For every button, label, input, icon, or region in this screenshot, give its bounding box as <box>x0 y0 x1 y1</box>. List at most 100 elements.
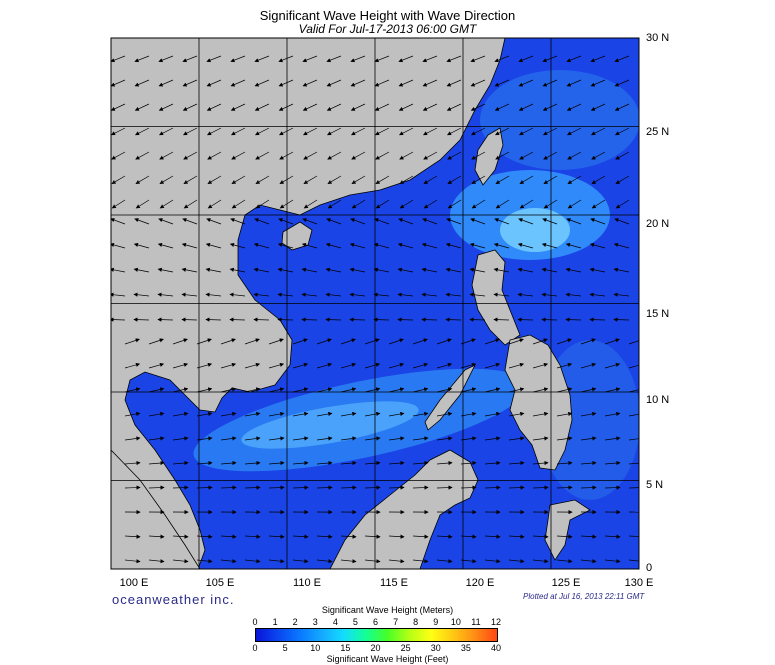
wave-direction-arrow <box>349 292 366 297</box>
wave-direction-arrow <box>628 438 639 441</box>
wave-direction-arrow <box>325 292 342 297</box>
wave-direction-arrow <box>229 292 246 297</box>
wave-direction-arrow <box>446 127 462 136</box>
wave-direction-arrow <box>205 292 222 297</box>
wave-direction-arrow <box>351 175 366 184</box>
wave-direction-arrow <box>580 362 597 369</box>
wave-direction-arrow <box>196 411 213 417</box>
wave-direction-arrow <box>469 242 486 249</box>
wave-direction-arrow <box>292 460 309 466</box>
wave-direction-arrow <box>614 79 630 87</box>
wave-direction-arrow <box>325 267 342 273</box>
wave-direction-arrow <box>124 436 141 441</box>
wave-direction-arrow <box>231 151 246 160</box>
wave-direction-arrow <box>494 218 510 225</box>
wave-direction-arrow <box>519 199 534 209</box>
wave-direction-arrow <box>254 127 270 136</box>
wave-direction-arrow <box>124 338 140 345</box>
wave-direction-arrow <box>159 199 174 209</box>
wave-direction-arrow <box>604 387 621 393</box>
wave-direction-arrow <box>493 292 510 297</box>
wave-direction-arrow <box>580 485 597 490</box>
wave-direction-arrow <box>350 127 366 136</box>
wave-direction-arrow <box>388 411 405 417</box>
wave-direction-arrow <box>364 362 381 369</box>
wave-direction-arrow <box>591 151 606 160</box>
wave-direction-arrow <box>436 534 453 539</box>
wave-direction-arrow <box>278 55 294 63</box>
colorbar-meter-tick: 12 <box>490 617 501 627</box>
lat-label-5n: 5 N <box>646 479 664 491</box>
wave-direction-arrow <box>447 199 462 209</box>
wave-direction-arrow <box>508 411 525 417</box>
wave-direction-arrow <box>254 218 270 225</box>
wave-direction-arrow <box>604 362 621 369</box>
wave-direction-arrow <box>124 559 141 564</box>
wave-direction-arrow <box>206 55 222 63</box>
wave-direction-arrow <box>517 292 534 297</box>
wave-direction-arrow <box>292 436 309 441</box>
colorbar-title-meters: Significant Wave Height (Meters) <box>321 605 454 615</box>
wave-direction-arrow <box>484 485 501 490</box>
wave-direction-arrow <box>172 387 189 393</box>
wave-direction-arrow <box>628 364 639 369</box>
wave-direction-arrow <box>340 436 357 441</box>
lon-label-100e: 100 E <box>119 577 149 589</box>
wave-direction-arrow <box>460 387 477 393</box>
wave-direction-arrow <box>614 127 630 136</box>
wave-direction-arrow <box>604 436 621 441</box>
wave-direction-arrow <box>508 362 525 369</box>
wave-direction-arrow <box>556 436 573 441</box>
wave-direction-arrow <box>111 242 126 249</box>
wave-direction-arrow <box>196 485 213 490</box>
wave-direction-arrow <box>470 218 486 225</box>
wave-direction-arrow <box>614 103 630 111</box>
wave-direction-arrow <box>196 460 213 466</box>
colorbar-feet-tick: 35 <box>460 643 471 653</box>
wave-direction-arrow <box>388 485 405 490</box>
wave-direction-arrow <box>508 436 525 441</box>
wave-direction-arrow <box>532 485 549 490</box>
wave-direction-arrow <box>398 79 414 87</box>
wave-direction-arrow <box>255 151 270 160</box>
wave-direction-arrow <box>436 559 453 564</box>
wave-direction-arrow <box>229 242 246 249</box>
wave-direction-arrow <box>388 460 405 466</box>
colorbar-feet-tick: 30 <box>430 643 441 653</box>
colorbar-feet-tick: 20 <box>370 643 381 653</box>
colorbar-meter-tick: 2 <box>292 617 298 627</box>
wave-direction-arrow <box>349 242 366 249</box>
wave-direction-arrow <box>134 103 150 111</box>
wave-direction-arrow <box>412 436 429 441</box>
wave-direction-arrow <box>124 387 141 393</box>
colorbar-meter-tick: 6 <box>372 617 378 627</box>
wave-direction-arrow <box>349 267 366 273</box>
colorbar-feet-tick: 0 <box>252 643 258 653</box>
wave-direction-arrow <box>157 242 174 249</box>
wave-direction-arrow <box>182 127 198 136</box>
wave-direction-arrow <box>398 127 414 136</box>
wave-direction-arrow <box>364 534 381 539</box>
wave-direction-arrow <box>253 242 270 249</box>
wave-direction-arrow <box>364 485 381 490</box>
wave-direction-arrow <box>364 559 381 564</box>
wave-direction-arrow <box>205 242 222 249</box>
wave-direction-arrow <box>397 267 414 273</box>
plotted-timestamp: Plotted at Jul 16, 2013 22:11 GMT <box>523 592 645 601</box>
wave-direction-arrow <box>111 292 126 297</box>
wave-direction-arrow <box>484 436 501 441</box>
wave-direction-arrow <box>206 218 222 225</box>
wave-direction-arrow <box>447 175 462 184</box>
wave-direction-arrow <box>412 362 429 369</box>
wave-direction-arrow <box>532 362 549 369</box>
wave-direction-arrow <box>518 103 534 111</box>
wave-direction-arrow <box>159 151 174 160</box>
colorbar-meter-tick: 0 <box>252 617 258 627</box>
colorbar-feet-tick: 40 <box>490 643 501 653</box>
wave-direction-arrow <box>207 151 222 160</box>
wave-direction-arrow <box>111 103 126 111</box>
wave-direction-arrow <box>124 534 141 539</box>
wave-direction-arrow <box>206 127 222 136</box>
wave-direction-arrow <box>148 485 165 490</box>
wave-direction-arrow <box>148 559 165 564</box>
